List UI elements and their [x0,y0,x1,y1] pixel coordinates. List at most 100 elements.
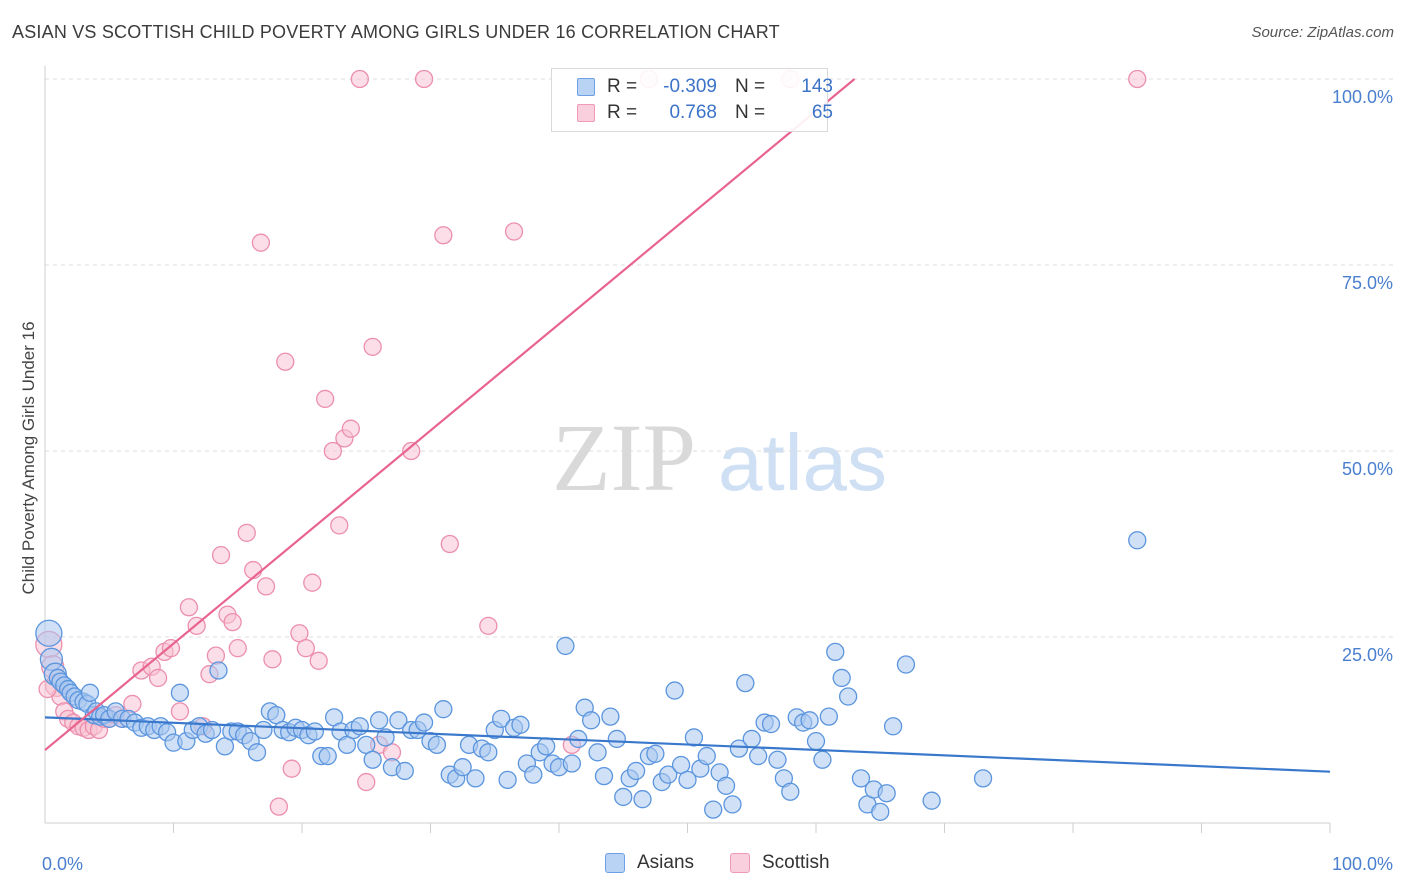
data-point [376,728,395,747]
data-point [434,226,453,245]
data-point [826,642,845,662]
watermark-zip: ZIP [552,404,696,511]
data-point [350,717,369,736]
y-tick-label: 50.0% [1342,459,1393,479]
data-point [466,769,485,788]
data-point [330,516,349,535]
data-point [749,746,768,766]
data-point [341,419,360,438]
data-point [883,717,903,736]
data-point [1128,531,1147,550]
y-tick-label: 25.0% [1342,645,1393,665]
legend-row-asians: R = -0.309 N = 143 [577,74,833,100]
scottish-swatch [730,853,750,873]
legend-r-value: 0.768 [669,102,717,123]
data-point [806,732,826,751]
data-point [244,560,263,580]
data-point [1128,69,1147,89]
data-point [851,769,871,788]
legend-swatch-scottish [577,104,595,122]
data-point [305,722,325,741]
data-point [781,782,800,801]
legend-item-scottish[interactable]: Scottish [730,852,830,874]
data-point [323,441,342,461]
legend-n-label: N = [735,76,766,97]
data-point [877,784,896,803]
trend-lines [44,78,1331,773]
data-point [247,743,267,762]
data-point [742,729,761,749]
data-point [228,639,247,658]
data-point [209,661,228,680]
data-point [211,546,231,565]
data-point [251,233,271,252]
data-point [315,389,335,409]
data-point [350,69,369,89]
data-point [659,765,678,784]
data-point [170,683,190,702]
data-point [282,759,301,778]
data-point [819,707,838,726]
scottish-legend-label: Scottish [762,852,830,873]
data-point [813,750,832,769]
data-point [363,750,382,769]
data-point [256,577,276,596]
data-point [492,709,511,728]
data-point [646,744,665,763]
data-point [614,787,633,807]
x-tick-label: 100.0% [1332,854,1393,874]
legend-r-label: R = [607,102,638,123]
data-point [838,687,858,706]
data-point [303,573,322,592]
data-point [716,776,736,795]
x-tick-label: 0.0% [42,854,83,874]
data-point [678,770,697,789]
y-tick-label: 100.0% [1332,87,1393,107]
data-point [161,639,181,658]
legend-n-label: N = [735,102,766,123]
data-point [357,772,376,792]
asians-trend-line [44,716,1331,773]
chart-title: ASIAN VS SCOTTISH CHILD POVERTY AMONG GI… [12,22,780,42]
data-point [414,69,434,89]
data-point [588,743,607,762]
data-point [440,534,459,554]
data-point [768,750,787,769]
data-point [269,797,289,816]
asians-swatch [605,853,625,873]
data-point [511,715,530,734]
source-label: Source: ZipAtlas.com [1251,24,1394,41]
data-point [697,746,716,766]
data-point [395,761,414,781]
data-point [973,769,993,788]
data-point [237,523,256,542]
data-point [626,761,646,781]
data-point [684,728,704,747]
data-point [479,616,498,635]
data-point [296,639,316,658]
data-point [206,646,226,665]
data-point [704,800,723,819]
legend-r-value: -0.309 [663,76,717,97]
data-point [35,619,63,647]
data-point [723,795,742,814]
data-point [607,729,626,749]
data-point [871,802,890,821]
scottish-trend-line [44,78,856,751]
data-point [427,735,447,755]
data-point [363,337,382,356]
data-point [148,668,168,688]
data-point [123,694,142,714]
series-legend: Asians Scottish [0,852,1406,876]
grid-lines [45,78,1395,638]
data-point [369,711,389,730]
legend-item-asians[interactable]: Asians [605,852,694,874]
data-point [414,713,434,732]
data-point [524,765,543,784]
legend-r-label: R = [607,76,638,97]
data-point [729,739,749,758]
data-point [389,711,408,730]
data-point [170,702,190,721]
data-point [479,743,498,762]
